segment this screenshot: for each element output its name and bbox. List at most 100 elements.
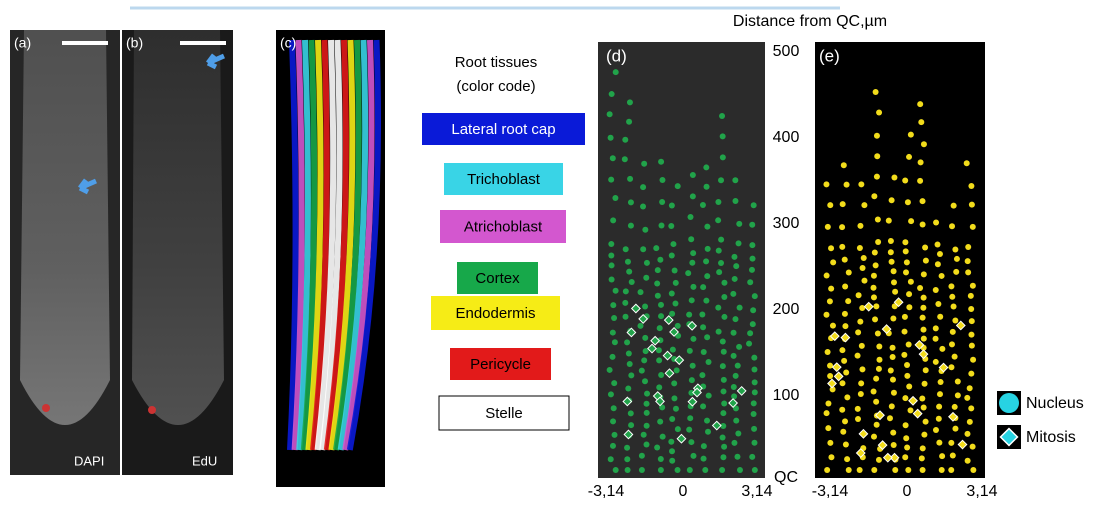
nucleus-dot [965, 244, 971, 250]
nucleus-dot [856, 292, 862, 298]
nucleus-dot [918, 119, 924, 125]
nucleus-dot [610, 354, 616, 360]
nucleus-dot [716, 248, 722, 254]
nucleus-dot [949, 294, 955, 300]
nucleus-dot [839, 244, 845, 250]
nucleus-dot [840, 429, 846, 435]
nucleus-dot [846, 467, 852, 473]
nucleus-dot [700, 403, 706, 409]
nucleus-dot [844, 456, 850, 462]
nucleus-dot [685, 270, 691, 276]
axis-title: Distance from QC,µm [733, 13, 887, 30]
nucleus-dot [967, 385, 973, 391]
nucleus-dot [607, 111, 613, 117]
nucleus-dot [904, 362, 910, 368]
nucleus-dot [857, 245, 863, 251]
nucleus-dot [715, 305, 721, 311]
nucleus-dot [905, 199, 911, 205]
nucleus-dot [920, 198, 926, 204]
nucleus-dot [933, 220, 939, 226]
x-tick-label: 3,14 [741, 483, 772, 500]
nucleus-dot [720, 339, 726, 345]
nucleus-dot [875, 216, 881, 222]
nucleus-dot [654, 444, 660, 450]
nucleus-dot [968, 332, 974, 338]
nucleus-dot [948, 283, 954, 289]
panel-label: (c) [280, 35, 296, 51]
nucleus-dot [721, 349, 727, 355]
nucleus-dot [922, 245, 928, 251]
nucleus-dot [908, 407, 914, 413]
nucleus-dot [933, 427, 939, 433]
nucleus-dot [824, 410, 830, 416]
nucleus-dot [904, 259, 910, 265]
panel-label: (a) [14, 35, 31, 51]
nucleus-dot [871, 285, 877, 291]
nucleus-dot [720, 410, 726, 416]
nucleus-dot [842, 418, 848, 424]
nucleus-dot [704, 418, 710, 424]
nucleus-dot [638, 289, 644, 295]
nucleus-dot [752, 389, 758, 395]
y-tick-label: QC [774, 469, 798, 486]
nucleus-dot [873, 303, 879, 309]
nucleus-dot [607, 367, 613, 373]
nucleus-dot [935, 261, 941, 267]
nucleus-dot [950, 329, 956, 335]
nucleus-dot [949, 223, 955, 229]
nucleus-dot [939, 453, 945, 459]
nucleus-dot [939, 346, 945, 352]
nucleus-dot [828, 245, 834, 251]
nucleus-dot [626, 269, 632, 275]
nucleus-dot [827, 298, 833, 304]
nucleus-dot [668, 223, 674, 229]
nucleus-dot [969, 202, 975, 208]
nucleus-dot [608, 456, 614, 462]
nucleus-dot [923, 367, 929, 373]
root-shape [132, 30, 224, 425]
nucleus-dot [965, 458, 971, 464]
nucleus-dot [690, 453, 696, 459]
legend-marker [999, 393, 1019, 413]
nucleus-dot [625, 259, 631, 265]
nucleus-dot [890, 377, 896, 383]
nucleus-dot [609, 276, 615, 282]
nucleus-dot [751, 411, 757, 417]
nucleus-dot [700, 324, 706, 330]
nucleus-dot [858, 380, 864, 386]
nucleus-dot [968, 183, 974, 189]
nucleus-dot [844, 182, 850, 188]
nucleus-dot [752, 293, 758, 299]
nucleus-dot [642, 303, 648, 309]
nucleus-dot [610, 443, 616, 449]
nucleus-dot [721, 377, 727, 383]
nucleus-dot [736, 240, 742, 246]
nucleus-dot [917, 285, 923, 291]
nucleus-dot [918, 159, 924, 165]
nucleus-dot [840, 201, 846, 207]
nucleus-dot [700, 202, 706, 208]
nucleus-dot [917, 178, 923, 184]
nucleus-dot [623, 288, 629, 294]
nucleus-dot [701, 456, 707, 462]
nucleus-dot [625, 467, 631, 473]
nucleus-dot [608, 253, 614, 259]
nucleus-dot [669, 290, 675, 296]
nucleus-dot [936, 440, 942, 446]
nucleus-dot [875, 239, 881, 245]
nucleus-dot [721, 280, 727, 286]
nucleus-dot [841, 358, 847, 364]
nucleus-dot [921, 141, 927, 147]
legend-label: Atrichoblast [464, 218, 543, 235]
nucleus-dot [612, 339, 618, 345]
nucleus-dot [703, 164, 709, 170]
nucleus-dot [687, 348, 693, 354]
nucleus-dot [920, 445, 926, 451]
nucleus-dot [890, 316, 896, 322]
x-tick-label: 3,14 [966, 483, 997, 500]
nucleus-dot [968, 293, 974, 299]
nucleus-dot [656, 384, 662, 390]
nucleus-dot [902, 395, 908, 401]
nucleus-dot [653, 245, 659, 251]
